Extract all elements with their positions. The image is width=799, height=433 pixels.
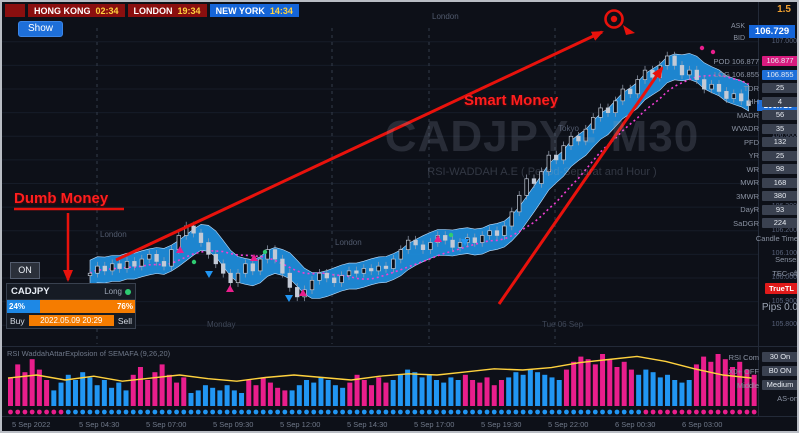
axis-separator: [2, 416, 797, 417]
long-indicator-dot: [125, 288, 131, 295]
session-time: 02:34: [95, 5, 119, 16]
session-name: LONDON: [133, 5, 173, 16]
buy-percentage-bar: 24%: [7, 300, 40, 313]
indicator-toggle-row[interactable]: Middle Medium: [736, 380, 797, 390]
sentiment-panel[interactable]: CADJPY Long 24% 76% Buy 2022.05.09 20:29…: [6, 283, 136, 329]
toggle-state-chip[interactable]: 30 On: [762, 352, 797, 362]
sentiment-symbol: CADJPY: [11, 286, 50, 297]
annotation-arrows: [14, 30, 664, 305]
sentiment-footer: Buy 2022.05.09 20:29 Sell: [7, 313, 135, 328]
toggle-label: RSI Com: [728, 352, 759, 362]
scale-separator: [758, 2, 759, 416]
ask-label: ASK: [730, 23, 745, 30]
toggle-state-chip[interactable]: B0 ON: [762, 366, 797, 376]
session-name: HONG KONG: [34, 5, 91, 16]
toggle-label: Middle: [736, 380, 759, 390]
indicator-toggle-row[interactable]: AS-on: [777, 394, 798, 403]
signal-line: [7, 355, 752, 382]
ma-band: [89, 53, 749, 299]
sentiment-header: CADJPY Long: [7, 284, 135, 300]
indicator-title: RSI WaddahAttarExplosion of SEMAFA (9,26…: [7, 349, 171, 358]
session-clock: LONDON 19:34: [127, 4, 207, 17]
sell-percentage-bar: 76%: [39, 300, 135, 313]
session-clock: [5, 4, 25, 17]
sentiment-bar: 24% 76%: [7, 300, 135, 313]
session-clock: NEW YORK 14:34: [209, 4, 299, 17]
panel-separator: [2, 346, 797, 347]
toggle-label: AS-on: [777, 394, 798, 403]
bid-label: BID: [733, 35, 745, 42]
trade-markers: [176, 45, 716, 302]
signal-ma: [89, 74, 749, 280]
indicator-toggle-row[interactable]: X0+ OFF B0 ON: [728, 366, 797, 376]
ask-price-box: 106.729: [749, 25, 795, 38]
spread-value: 1.5: [777, 4, 791, 15]
buy-button[interactable]: Buy: [10, 315, 25, 326]
target-icon: [604, 9, 635, 35]
indicator-toggle-row[interactable]: RSI Com 30 On: [728, 352, 797, 362]
waddah-histogram: [8, 354, 757, 406]
trend-dots: [8, 409, 757, 415]
sell-button[interactable]: Sell: [117, 315, 132, 326]
toggle-label: X0+ OFF: [728, 366, 759, 376]
session-time: 14:34: [269, 5, 293, 16]
session-name: NEW YORK: [215, 5, 265, 16]
session-clocks: HONG KONG 02:34 LONDON 19:34 NEW YORK 14:34: [5, 4, 299, 17]
sentiment-direction: Long: [104, 287, 131, 296]
session-time: 19:34: [177, 5, 201, 16]
toggle-state-chip[interactable]: Medium: [762, 380, 797, 390]
sentiment-timestamp: 2022.05.09 20:29: [28, 315, 114, 326]
direction-label: Long: [104, 287, 122, 296]
session-clock: HONG KONG 02:34: [28, 4, 125, 17]
on-toggle-button[interactable]: ON: [10, 262, 40, 279]
show-button[interactable]: Show: [18, 21, 64, 37]
